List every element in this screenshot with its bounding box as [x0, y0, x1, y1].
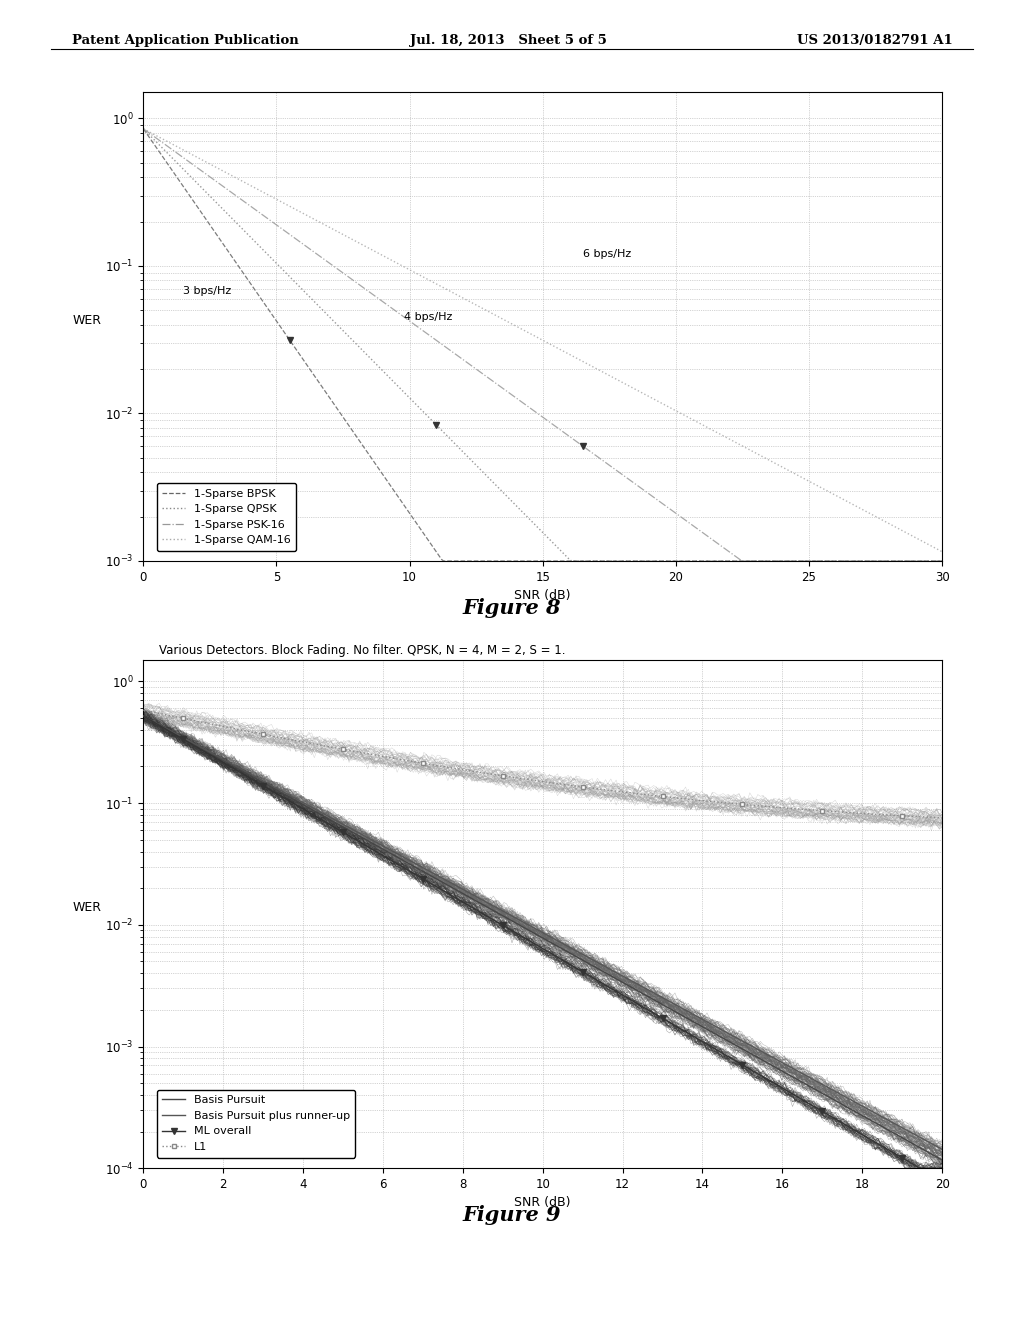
Legend: Basis Pursuit, Basis Pursuit plus runner-up, ML overall, L1: Basis Pursuit, Basis Pursuit plus runner…: [157, 1090, 355, 1158]
Text: Jul. 18, 2013   Sheet 5 of 5: Jul. 18, 2013 Sheet 5 of 5: [410, 34, 606, 48]
X-axis label: SNR (dB): SNR (dB): [514, 589, 571, 602]
Y-axis label: WER: WER: [73, 314, 102, 327]
Text: US 2013/0182791 A1: US 2013/0182791 A1: [797, 34, 952, 48]
Text: 6 bps/Hz: 6 bps/Hz: [583, 249, 631, 259]
Text: Various Detectors. Block Fading. No filter. QPSK, N = 4, M = 2, S = 1.: Various Detectors. Block Fading. No filt…: [160, 644, 566, 657]
Legend: 1-Sparse BPSK, 1-Sparse QPSK, 1-Sparse PSK-16, 1-Sparse QAM-16: 1-Sparse BPSK, 1-Sparse QPSK, 1-Sparse P…: [157, 483, 296, 550]
Text: Patent Application Publication: Patent Application Publication: [72, 34, 298, 48]
Text: 4 bps/Hz: 4 bps/Hz: [404, 312, 453, 322]
Text: Figure 8: Figure 8: [463, 598, 561, 618]
Y-axis label: WER: WER: [73, 902, 102, 913]
X-axis label: SNR (dB): SNR (dB): [514, 1196, 571, 1209]
Text: 3 bps/Hz: 3 bps/Hz: [183, 285, 231, 296]
Text: Figure 9: Figure 9: [463, 1205, 561, 1225]
